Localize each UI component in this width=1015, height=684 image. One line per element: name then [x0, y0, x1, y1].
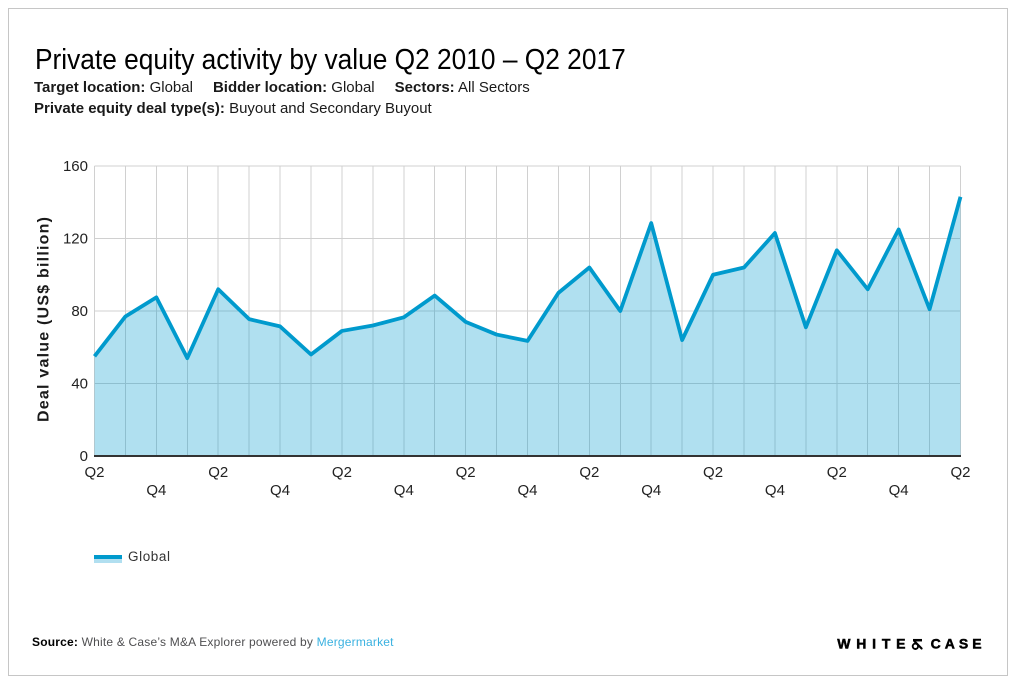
svg-text:Q4: Q4: [765, 482, 785, 499]
svg-text:0: 0: [80, 448, 88, 465]
svg-text:Q2: Q2: [208, 464, 228, 481]
svg-text:Q2: Q2: [332, 464, 352, 481]
svg-text:Q2: Q2: [703, 464, 723, 481]
svg-text:Q4: Q4: [889, 482, 909, 499]
svg-text:Q2: Q2: [579, 464, 599, 481]
svg-text:Q4: Q4: [394, 482, 414, 499]
svg-text:Q4: Q4: [641, 482, 661, 499]
svg-text:Q4: Q4: [517, 482, 537, 499]
svg-text:40: 40: [71, 376, 88, 393]
svg-text:CASE: CASE: [931, 636, 982, 652]
svg-text:Q2: Q2: [84, 464, 104, 481]
svg-text:Deal value (US$ billion): Deal value (US$ billion): [36, 217, 53, 422]
svg-text:120: 120: [63, 231, 88, 248]
svg-text:Q2: Q2: [950, 464, 970, 481]
svg-text:Q4: Q4: [270, 482, 290, 499]
svg-text:80: 80: [71, 303, 88, 320]
svg-text:WHITE: WHITE: [837, 636, 905, 652]
svg-text:160: 160: [63, 158, 88, 175]
svg-text:Q4: Q4: [146, 482, 166, 499]
svg-text:Q2: Q2: [456, 464, 476, 481]
svg-text:Q2: Q2: [827, 464, 847, 481]
